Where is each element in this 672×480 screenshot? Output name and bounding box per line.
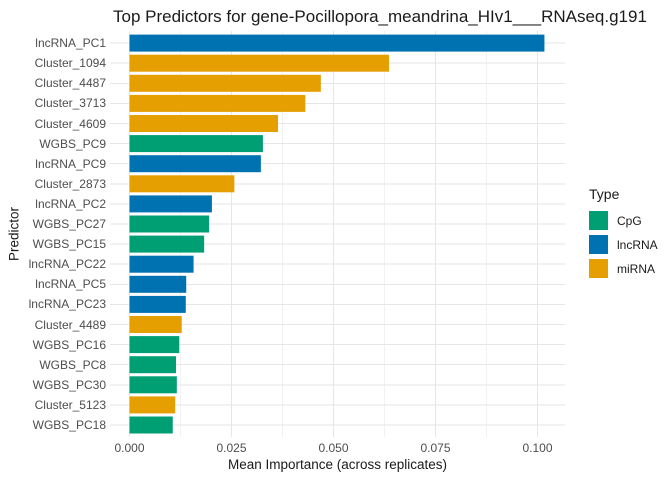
x-tick-label: 0.000 (114, 441, 145, 455)
legend-entry-lncRNA: lncRNA (589, 235, 658, 254)
bar-WGBS_PC30 (129, 376, 177, 394)
y-tick-label: lncRNA_PC2 (35, 196, 106, 211)
bar-lncRNA_PC2 (129, 195, 212, 213)
y-tick-label: Cluster_1094 (34, 56, 106, 71)
bar-Cluster_4609 (129, 115, 279, 132)
x-axis-tick-labels: 0.000 0.025 0.050 0.075 0.100 (0, 441, 672, 455)
legend-swatch-icon (589, 259, 608, 278)
legend-swatch-icon (589, 235, 608, 254)
y-tick-label: WGBS_PC9 (39, 136, 106, 151)
bar-lncRNA_PC9 (129, 155, 261, 173)
legend-label: CpG (617, 213, 642, 228)
bar-Cluster_5123 (129, 396, 176, 414)
bar-Cluster_4489 (129, 316, 182, 333)
chart-title: Top Predictors for gene-Pocillopora_mean… (113, 7, 647, 26)
y-tick-label: Cluster_4487 (34, 76, 106, 91)
x-axis-title: Mean Importance (across replicates) (227, 457, 448, 472)
bar-WGBS_PC9 (129, 135, 263, 153)
y-tick-label: WGBS_PC18 (32, 418, 106, 432)
bar-lncRNA_PC1 (129, 34, 545, 52)
y-tick-label: WGBS_PC8 (39, 357, 106, 372)
bar-lncRNA_PC5 (129, 275, 187, 293)
x-tick-label: 0.100 (522, 441, 553, 455)
y-tick-label: WGBS_PC30 (32, 377, 106, 392)
y-tick-label: Cluster_2873 (34, 176, 106, 191)
y-axis-tick-labels: lncRNA_PC1 Cluster_1094 Cluster_4487 Cluste… (0, 31, 106, 437)
bar-WGBS_PC16 (129, 336, 180, 354)
x-tick-label: 0.075 (420, 441, 451, 455)
y-tick-label: Cluster_5123 (34, 397, 106, 412)
y-tick-label: Cluster_3713 (34, 96, 106, 111)
y-tick-label: lncRNA_PC5 (35, 277, 106, 292)
x-tick-label: 0.025 (216, 441, 247, 455)
bar-lncRNA_PC23 (129, 295, 186, 313)
y-tick-label: lncRNA_PC22 (28, 257, 106, 272)
bar-Cluster_1094 (129, 54, 389, 72)
y-tick-label: lncRNA_PC23 (28, 297, 106, 312)
y-tick-label: WGBS_PC27 (32, 217, 106, 231)
plot-panel (110, 31, 565, 437)
bar-Cluster_2873 (129, 175, 235, 193)
legend-swatch-icon (589, 211, 608, 230)
y-tick-label: lncRNA_PC1 (35, 36, 106, 51)
y-tick-label: WGBS_PC16 (32, 337, 106, 352)
legend-label: lncRNA (617, 237, 658, 252)
bar-WGBS_PC15 (129, 235, 205, 253)
bar-WGBS_PC18 (129, 416, 173, 434)
y-tick-label: Cluster_4609 (34, 116, 106, 131)
legend-entries: CpG lncRNA miRNA (589, 211, 658, 278)
x-tick-label: 0.050 (318, 441, 349, 455)
bar-WGBS_PC8 (129, 356, 177, 374)
legend-label: miRNA (617, 261, 655, 276)
legend-entry-miRNA: miRNA (589, 259, 658, 278)
bar-lncRNA_PC22 (129, 255, 194, 273)
y-tick-label: WGBS_PC15 (32, 237, 106, 252)
legend-title: Type (589, 186, 620, 202)
legend-entry-CpG: CpG (589, 211, 658, 230)
y-tick-label: Cluster_4489 (34, 317, 106, 332)
bar-WGBS_PC27 (129, 215, 210, 233)
bar-Cluster_3713 (129, 94, 306, 112)
legend: Type CpG lncRNA miRNA (589, 186, 658, 283)
bar-Cluster_4487 (129, 74, 321, 92)
y-tick-label: lncRNA_PC9 (35, 156, 106, 171)
